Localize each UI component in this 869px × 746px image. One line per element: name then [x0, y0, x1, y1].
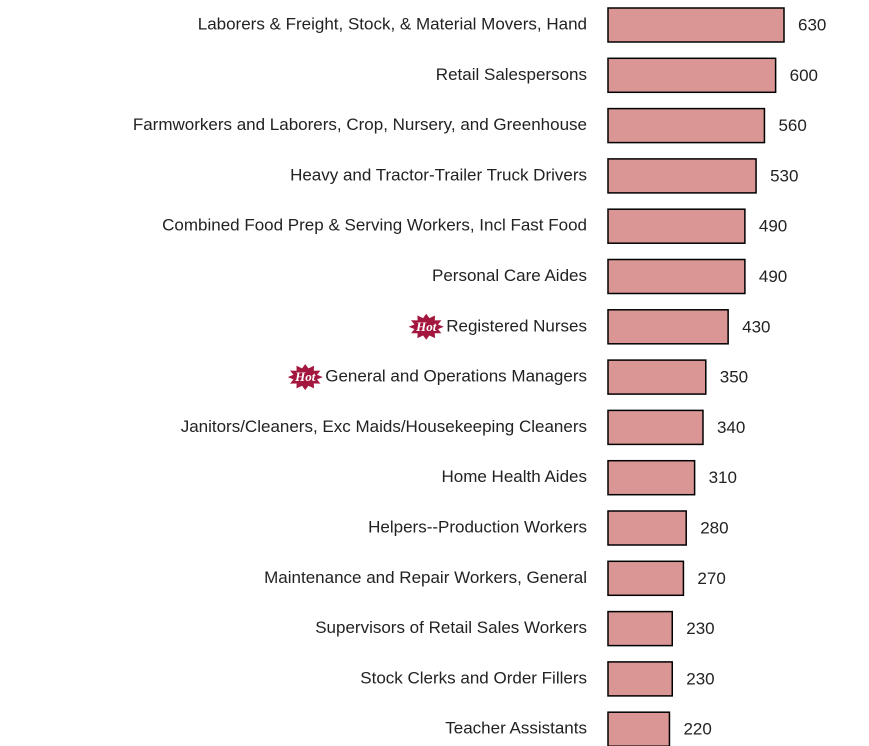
value-label: 340	[717, 418, 745, 437]
value-label: 310	[709, 468, 737, 487]
bar	[607, 309, 729, 345]
badge-shape	[287, 364, 323, 391]
badge-text: Hot	[415, 319, 437, 334]
value-label: 530	[770, 166, 798, 185]
category-label: Laborers & Freight, Stock, & Material Mo…	[198, 14, 587, 33]
bar	[607, 459, 696, 496]
category-label: Heavy and Tractor-Trailer Truck Drivers	[290, 165, 587, 184]
value-label: 230	[686, 619, 714, 638]
value-label: 490	[759, 217, 787, 236]
category-label: Home Health Aides	[441, 467, 587, 486]
value-label: 430	[742, 317, 770, 336]
value-label: 270	[697, 569, 725, 588]
value-label: 230	[686, 669, 714, 688]
value-label: 630	[798, 15, 826, 34]
bar	[607, 661, 674, 697]
value-label: 490	[759, 267, 787, 286]
value-label: 280	[700, 518, 728, 537]
category-label: Combined Food Prep & Serving Workers, In…	[162, 216, 587, 235]
bar	[607, 409, 704, 446]
bar	[607, 610, 674, 647]
category-label: Teacher Assistants	[445, 719, 587, 738]
bar	[607, 7, 785, 43]
value-label: 600	[790, 66, 818, 85]
hot-badge: Hot	[408, 313, 444, 340]
bar	[607, 258, 746, 295]
badge-shape	[408, 313, 444, 340]
bar	[607, 158, 757, 194]
value-label: 350	[720, 368, 748, 387]
category-label: Janitors/Cleaners, Exc Maids/Housekeepin…	[181, 417, 587, 436]
category-label: Personal Care Aides	[432, 266, 587, 285]
category-label: Supervisors of Retail Sales Workers	[315, 618, 587, 637]
category-label: Farmworkers and Laborers, Crop, Nursery,…	[133, 115, 587, 134]
bar	[607, 560, 685, 597]
bar	[607, 359, 707, 395]
category-label: Helpers--Production Workers	[368, 517, 587, 536]
category-label: Retail Salespersons	[436, 65, 587, 84]
hot-badge: Hot	[287, 364, 323, 391]
bar	[607, 208, 746, 244]
bar	[607, 711, 671, 746]
bar	[607, 107, 766, 144]
category-label: General and Operations Managers	[325, 367, 587, 386]
category-label: Registered Nurses	[446, 316, 587, 335]
value-label: 220	[683, 720, 711, 739]
category-label: Maintenance and Repair Workers, General	[264, 568, 587, 587]
category-label: Stock Clerks and Order Fillers	[360, 668, 587, 687]
bar	[607, 510, 687, 546]
bar	[607, 57, 777, 94]
badge-text: Hot	[294, 369, 316, 384]
value-label: 560	[778, 116, 806, 135]
